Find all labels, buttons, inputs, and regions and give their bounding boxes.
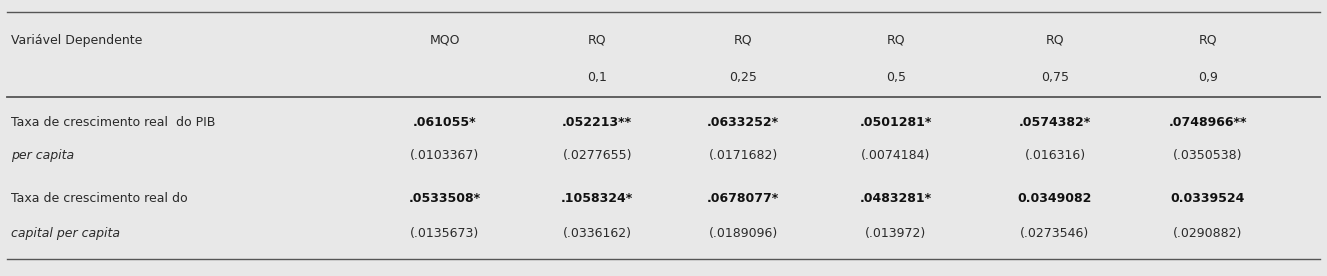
Text: 0.0349082: 0.0349082 [1018, 192, 1092, 205]
Text: 0.0339524: 0.0339524 [1170, 192, 1245, 205]
Text: Taxa de crescimento real  do PIB: Taxa de crescimento real do PIB [11, 116, 215, 129]
Text: (.016316): (.016316) [1024, 149, 1085, 163]
Text: (.0277655): (.0277655) [563, 149, 632, 163]
Text: (.013972): (.013972) [865, 227, 926, 240]
Text: (.0135673): (.0135673) [410, 227, 479, 240]
Text: .1058324*: .1058324* [561, 192, 633, 205]
Text: .0533508*: .0533508* [409, 192, 480, 205]
Text: (.0074184): (.0074184) [861, 149, 930, 163]
Text: Taxa de crescimento real do: Taxa de crescimento real do [11, 192, 187, 205]
Text: 0,75: 0,75 [1040, 71, 1070, 84]
Text: (.0350538): (.0350538) [1173, 149, 1242, 163]
Text: RQ: RQ [886, 33, 905, 47]
Text: .0748966**: .0748966** [1168, 116, 1247, 129]
Text: 0,25: 0,25 [729, 71, 758, 84]
Text: capital per capita: capital per capita [11, 227, 119, 240]
Text: per capita: per capita [11, 149, 74, 163]
Text: RQ: RQ [1046, 33, 1064, 47]
Text: Variável Dependente: Variável Dependente [11, 33, 142, 47]
Text: 0,5: 0,5 [885, 71, 906, 84]
Text: 0,9: 0,9 [1198, 71, 1217, 84]
Text: (.0171682): (.0171682) [709, 149, 778, 163]
Text: (.0290882): (.0290882) [1173, 227, 1242, 240]
Text: .052213**: .052213** [563, 116, 632, 129]
Text: (.0273546): (.0273546) [1020, 227, 1089, 240]
Text: .0501281*: .0501281* [860, 116, 932, 129]
Text: 0,1: 0,1 [588, 71, 606, 84]
Text: .0483281*: .0483281* [860, 192, 932, 205]
Text: RQ: RQ [588, 33, 606, 47]
Text: RQ: RQ [734, 33, 752, 47]
Text: .0633252*: .0633252* [707, 116, 779, 129]
Text: .0574382*: .0574382* [1019, 116, 1091, 129]
Text: .061055*: .061055* [413, 116, 476, 129]
Text: (.0103367): (.0103367) [410, 149, 479, 163]
Text: .0678077*: .0678077* [707, 192, 779, 205]
Text: (.0189096): (.0189096) [709, 227, 778, 240]
Text: RQ: RQ [1198, 33, 1217, 47]
Text: MQO: MQO [430, 33, 459, 47]
Text: (.0336162): (.0336162) [563, 227, 632, 240]
